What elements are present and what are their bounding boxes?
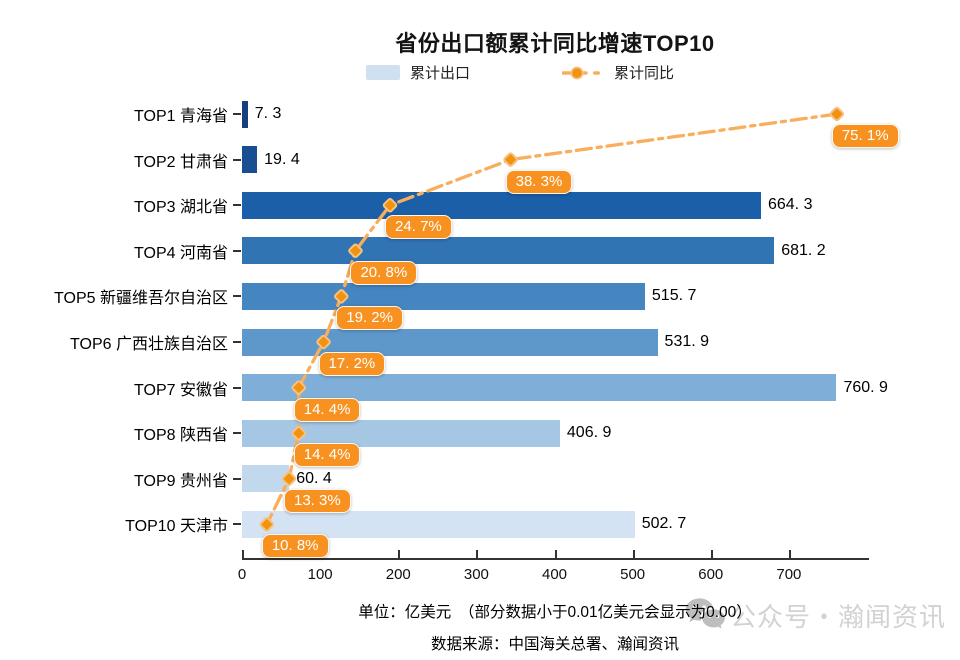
plot-area: 7. 3 19. 4 664. 3 681. 2 515. 7 531. 9 760. 9 4… xyxy=(233,91,899,583)
x-axis-tick xyxy=(554,550,557,558)
legend-item-line: 累计同比 xyxy=(562,62,674,83)
line-point-marker xyxy=(382,197,398,213)
x-axis-tick xyxy=(710,550,713,558)
y-axis-tick xyxy=(233,386,241,389)
category-label: TOP4 河南省 xyxy=(134,244,228,262)
line-point-marker xyxy=(259,517,275,532)
growth-rate-label: 24. 7% xyxy=(385,215,452,240)
bar xyxy=(242,191,761,219)
bar xyxy=(242,510,635,538)
data-source-note: 数据来源：中国海关总署、瀚闻资讯 xyxy=(430,636,679,653)
line-point-marker xyxy=(334,289,349,304)
wechat-icon xyxy=(685,598,725,629)
category-label: TOP1 青海省 xyxy=(134,108,228,125)
line-point-marker xyxy=(281,471,297,487)
growth-rate-label: 13. 3% xyxy=(283,488,351,513)
category-label: TOP2 甘肃省 xyxy=(134,153,228,171)
line-point-marker xyxy=(291,380,306,395)
x-axis-tick xyxy=(476,550,479,558)
category-axis: TOP1 青海省 TOP2 甘肃省 TOP3 湖北省 TOP4 河南省 TOP5 新疆维… xyxy=(0,91,228,560)
growth-rate-label: 38. 3% xyxy=(505,169,573,194)
bar-value-label: 7. 3 xyxy=(254,105,282,122)
x-axis-tick xyxy=(788,550,791,558)
category-label: TOP5 新疆维吾尔自治区 xyxy=(54,290,228,308)
y-axis-tick xyxy=(233,295,241,298)
line-legend-label: 累计同比 xyxy=(614,65,675,82)
line-point-marker xyxy=(503,152,518,167)
y-axis-tick xyxy=(233,432,241,435)
line-point-marker xyxy=(316,334,331,350)
chart-title: 省份出口额累计同比增速TOP10 xyxy=(395,31,715,56)
category-label: TOP10 天津市 xyxy=(125,518,228,536)
y-axis-tick xyxy=(233,477,241,480)
bar-value-label: 60. 4 xyxy=(296,469,332,487)
legend: 累计出口 累计同比 xyxy=(130,62,910,83)
line-legend-marker-icon xyxy=(562,66,600,79)
watermark-text: 公众号・瀚闻资讯 xyxy=(729,601,946,632)
bar-value-label: 502. 7 xyxy=(641,515,687,533)
bar-value-label: 681. 2 xyxy=(781,241,826,259)
bar xyxy=(242,146,258,174)
growth-rate-label: 10. 8% xyxy=(261,534,329,559)
bar-legend-label: 累计出口 xyxy=(409,65,470,82)
growth-rate-label: 75. 1% xyxy=(831,124,899,148)
growth-rate-label: 19. 2% xyxy=(336,306,403,331)
watermark: 公众号・瀚闻资讯 xyxy=(684,596,946,634)
x-axis-line xyxy=(242,558,869,560)
bar-value-label: 515. 7 xyxy=(651,287,697,305)
bar-value-label: 664. 3 xyxy=(767,196,813,214)
x-axis-tick-label: 500 xyxy=(620,566,646,583)
category-label: TOP8 陕西省 xyxy=(134,427,228,445)
bar xyxy=(242,374,837,402)
x-axis-tick-label: 600 xyxy=(698,566,724,583)
y-axis-tick xyxy=(233,341,241,343)
category-label: TOP3 湖北省 xyxy=(134,199,228,217)
category-label: TOP6 广西壮族自治区 xyxy=(70,336,228,353)
bar-value-label: 531. 9 xyxy=(664,333,710,350)
bar-value-label: 19. 4 xyxy=(264,150,300,168)
x-axis-tick-label: 0 xyxy=(237,566,247,583)
bar-value-label: 760. 9 xyxy=(843,378,888,396)
x-axis-tick-label: 700 xyxy=(776,566,802,583)
bar-value-label: 406. 9 xyxy=(566,424,612,442)
growth-rate-label: 17. 2% xyxy=(318,352,386,376)
bar-legend-swatch-icon xyxy=(365,65,400,80)
legend-item-bar: 累计出口 xyxy=(365,62,470,83)
growth-rate-label: 14. 4% xyxy=(293,443,361,468)
y-axis-tick xyxy=(233,249,241,252)
y-axis-tick xyxy=(233,158,241,161)
x-axis-tick xyxy=(632,550,635,558)
y-axis-tick xyxy=(233,523,241,526)
x-axis-tick xyxy=(242,550,244,558)
y-axis-tick xyxy=(233,113,241,115)
category-label: TOP9 贵州省 xyxy=(134,472,228,490)
line-point-marker xyxy=(291,425,306,441)
line-point-marker xyxy=(829,106,845,122)
x-axis-tick-label: 200 xyxy=(385,566,411,583)
bar xyxy=(242,465,290,493)
growth-rate-label: 14. 4% xyxy=(293,397,361,422)
growth-rate-label: 20. 8% xyxy=(350,260,418,285)
bar xyxy=(242,237,775,265)
y-axis-tick xyxy=(233,204,241,207)
bar xyxy=(242,282,645,310)
unit-note: 单位：亿美元 （部分数据小于0.01亿美元会显示为0.00） xyxy=(358,604,752,621)
bar xyxy=(242,328,658,356)
x-axis-tick xyxy=(398,550,401,558)
category-label: TOP7 安徽省 xyxy=(134,381,228,399)
bar xyxy=(242,100,248,128)
x-axis-tick-label: 300 xyxy=(463,566,489,583)
x-axis-tick-label: 400 xyxy=(541,566,568,583)
line-point-marker xyxy=(348,243,363,259)
x-axis-tick-label: 100 xyxy=(307,566,333,583)
